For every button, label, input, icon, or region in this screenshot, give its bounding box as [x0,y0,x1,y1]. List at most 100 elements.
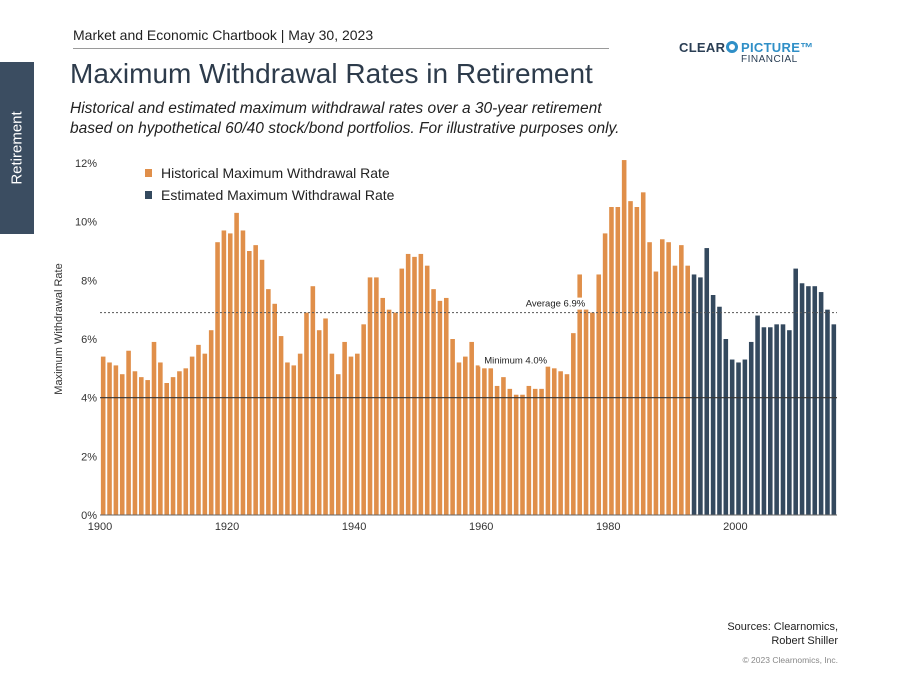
bar-historical [507,388,513,515]
bar-historical [399,268,405,515]
bar-historical [634,207,640,515]
bar-historical [329,353,335,515]
bar-historical [596,274,602,515]
bar-historical [272,303,278,515]
logo-mark-icon [726,41,738,53]
bar-historical [158,362,163,515]
bar-historical [488,368,494,515]
bar-historical [183,368,189,515]
bar-historical [647,242,652,515]
bar-historical [132,371,138,515]
bar-historical [266,289,271,515]
bar-historical [443,297,449,515]
bar-estimated [818,292,824,515]
y-tick-label: 2% [81,451,97,463]
header-divider [73,48,609,49]
x-tick-label: 1960 [469,521,493,533]
bar-historical [304,312,309,515]
bar-historical [386,309,392,515]
legend-swatch [145,191,152,199]
page-subtitle: Historical and estimated maximum withdra… [70,99,619,139]
bar-historical [615,207,621,515]
bar-historical [463,356,468,515]
bar-estimated [704,248,710,516]
bar-historical [107,362,112,515]
bar-historical [412,256,417,515]
x-tick-label: 2000 [723,521,747,533]
bar-historical [208,330,214,515]
bar-historical [685,265,690,515]
bar-estimated [825,309,830,515]
bar-historical [253,245,258,515]
bar-estimated [748,341,754,515]
y-tick-label: 8% [81,275,97,287]
bar-historical [348,356,354,515]
bar-historical [380,297,386,515]
logo-word-clear: CLEAR [679,40,726,55]
bar-historical [278,336,284,515]
y-axis-label: Maximum Withdrawal Rate [53,263,65,394]
y-tick-label: 12% [75,158,97,170]
chartbook-header: Market and Economic Chartbook | May 30, … [73,27,374,43]
bar-historical [221,230,227,515]
logo-word-picture: PICTURE™ [741,40,814,55]
bar-estimated [710,295,716,515]
bar-estimated [755,315,760,515]
x-tick-label: 1940 [342,521,366,533]
minimum-label: Minimum 4.0% [484,356,547,367]
bar-historical [672,265,678,515]
bar-historical [177,371,182,515]
bar-historical [583,300,589,515]
y-tick-label: 10% [75,217,97,229]
bar-historical [475,365,481,515]
y-tick-label: 0% [81,510,97,522]
average-label: Average 6.9% [526,299,586,310]
bar-estimated [761,327,767,515]
bar-estimated [799,283,805,515]
bar-historical [126,350,131,515]
bar-historical [501,377,506,515]
subtitle-line-2: based on hypothetical 60/40 stock/bond p… [70,120,620,137]
legend-label: Estimated Maximum Withdrawal Rate [161,187,395,203]
bar-historical [564,374,570,515]
bar-historical [539,388,544,515]
bar-historical [164,383,169,515]
bar-historical [323,318,328,515]
bar-estimated [717,306,722,515]
bar-historical [119,374,125,515]
y-tick-label: 6% [81,334,97,346]
sources-note: Sources: Clearnomics, Robert Shiller [727,620,838,648]
company-logo: CLEAR PICTURE™ FINANCIAL [679,40,819,68]
bar-historical [202,353,208,515]
bar-historical [666,242,671,515]
bar-estimated [774,324,779,515]
sources-line-2: Robert Shiller [771,635,838,647]
average-label-bg [517,297,590,310]
bar-historical [367,277,373,515]
bar-estimated [723,339,729,515]
bar-estimated [787,330,792,515]
bar-historical [551,368,557,515]
section-tab-retirement[interactable]: Retirement [0,62,34,234]
bar-estimated [729,359,735,515]
bar-estimated [742,359,748,515]
bar-historical [513,394,519,515]
bar-historical [405,253,411,515]
bar-historical [113,365,119,515]
copyright-note: © 2023 Clearnomics, Inc. [742,655,838,665]
subtitle-line-1: Historical and estimated maximum withdra… [70,100,602,117]
bar-historical [628,201,633,515]
bar-historical [259,259,265,515]
bar-historical [240,230,246,515]
bar-historical [316,330,322,515]
bar-estimated [698,277,703,515]
bar-historical [335,374,341,515]
bar-historical [659,239,665,515]
bar-historical [558,371,563,515]
bar-historical [170,377,176,515]
y-tick-label: 4% [81,393,97,405]
logo-word-financial: FINANCIAL [741,54,798,65]
legend-swatch [145,169,152,177]
bar-estimated [736,362,741,515]
